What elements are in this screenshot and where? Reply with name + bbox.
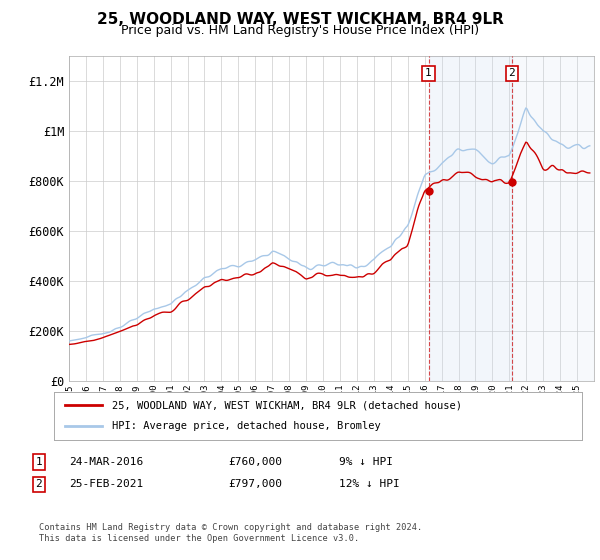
Text: 1: 1	[35, 457, 43, 467]
Text: £760,000: £760,000	[228, 457, 282, 467]
Text: 24-MAR-2016: 24-MAR-2016	[69, 457, 143, 467]
Text: Contains HM Land Registry data © Crown copyright and database right 2024.
This d: Contains HM Land Registry data © Crown c…	[39, 524, 422, 543]
Bar	[428, 56, 512, 381]
Text: 2: 2	[508, 68, 515, 78]
Text: 2: 2	[35, 479, 43, 489]
Text: 25-FEB-2021: 25-FEB-2021	[69, 479, 143, 489]
Text: 25, WOODLAND WAY, WEST WICKHAM, BR4 9LR (detached house): 25, WOODLAND WAY, WEST WICKHAM, BR4 9LR …	[112, 400, 462, 410]
Text: £797,000: £797,000	[228, 479, 282, 489]
Text: 1: 1	[425, 68, 432, 78]
Text: HPI: Average price, detached house, Bromley: HPI: Average price, detached house, Brom…	[112, 421, 381, 431]
Bar	[512, 56, 594, 381]
Text: 9% ↓ HPI: 9% ↓ HPI	[339, 457, 393, 467]
Text: Price paid vs. HM Land Registry's House Price Index (HPI): Price paid vs. HM Land Registry's House …	[121, 24, 479, 36]
Text: 12% ↓ HPI: 12% ↓ HPI	[339, 479, 400, 489]
Text: 25, WOODLAND WAY, WEST WICKHAM, BR4 9LR: 25, WOODLAND WAY, WEST WICKHAM, BR4 9LR	[97, 12, 503, 27]
